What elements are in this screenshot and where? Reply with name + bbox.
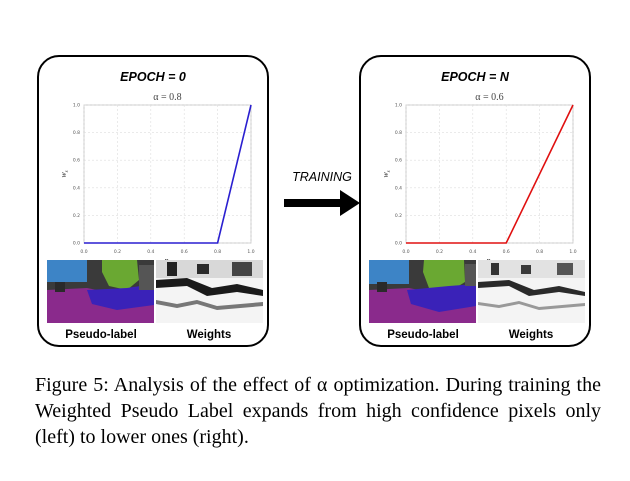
pseudo-label-caption: Pseudo-label [387, 329, 459, 341]
panel-title: EPOCH = 0 [120, 70, 186, 84]
weights-image [156, 260, 263, 323]
weights-image [478, 260, 585, 323]
segmentation-images [47, 260, 263, 323]
pseudo-label-image [47, 260, 154, 323]
x-tick-label: 0.8 [536, 249, 543, 255]
pseudo-label-caption: Pseudo-label [65, 329, 137, 341]
series-line [406, 104, 574, 244]
panel-title: EPOCH = N [441, 70, 509, 84]
x-tick-label: 0.0 [402, 249, 409, 255]
y-tick-label: 0.4 [73, 185, 80, 191]
x-tick-label: 0.6 [181, 249, 188, 255]
panel-epoch-0: EPOCH = 0 α = 0.8 0.0 0.2 0.4 0.6 0.8 1.0 0.0 0.… [37, 55, 269, 347]
plot-frame [83, 104, 252, 244]
y-tick-label: 0.8 [395, 130, 402, 136]
y-tick-label: 0.0 [395, 241, 402, 247]
x-tick-label: 1.0 [569, 249, 576, 255]
right-arrow-icon [284, 190, 360, 216]
panel-epoch-n: EPOCH = N α = 0.6 0.0 0.2 0.4 0.6 0.8 1.0 0.0 0.… [359, 55, 591, 347]
arrow-label: TRAINING [292, 170, 352, 184]
weight-function-chart: α = 0.6 0.0 0.2 0.4 0.6 0.8 1.0 0.0 0.2 0.4 0.6 0.8… [381, 92, 577, 267]
series-line [84, 104, 252, 244]
y-axis-label: ws [59, 170, 70, 177]
x-tick-label: 0.2 [436, 249, 443, 255]
training-arrow: TRAINING [284, 160, 360, 240]
y-tick-label: 0.2 [73, 213, 80, 219]
y-tick-label: 0.2 [395, 213, 402, 219]
weights-caption: Weights [186, 329, 232, 341]
y-tick-label: 0.6 [395, 158, 402, 164]
x-tick-label: 0.2 [114, 249, 121, 255]
y-tick-label: 0.6 [73, 158, 80, 164]
plot-title: α = 0.6 [475, 92, 503, 103]
x-tick-label: 0.6 [503, 249, 510, 255]
figure-caption: Figure 5: Analysis of the effect of α op… [35, 374, 601, 448]
plot-title: α = 0.8 [153, 92, 181, 103]
image-pair [369, 260, 585, 323]
x-tick-label: 0.8 [214, 249, 221, 255]
plot-frame [405, 104, 574, 244]
y-tick-label: 0.0 [73, 241, 80, 247]
x-tick-label: 0.0 [80, 249, 87, 255]
weights-caption: Weights [508, 329, 554, 341]
image-pair [47, 260, 263, 323]
image-captions: Pseudo-label Weights [369, 329, 585, 341]
y-tick-label: 1.0 [73, 103, 80, 109]
image-captions: Pseudo-label Weights [47, 329, 263, 341]
x-tick-label: 0.4 [469, 249, 476, 255]
x-tick-label: 0.4 [147, 249, 154, 255]
y-axis-label: ws [381, 170, 392, 177]
segmentation-images [369, 260, 585, 323]
weight-function-chart: α = 0.8 0.0 0.2 0.4 0.6 0.8 1.0 0.0 0.2 0.4 0.6 0.8… [59, 92, 255, 267]
x-tick-label: 1.0 [247, 249, 254, 255]
y-tick-label: 0.8 [73, 130, 80, 136]
y-tick-label: 1.0 [395, 103, 402, 109]
pseudo-label-image [369, 260, 476, 323]
y-tick-label: 0.4 [395, 185, 402, 191]
